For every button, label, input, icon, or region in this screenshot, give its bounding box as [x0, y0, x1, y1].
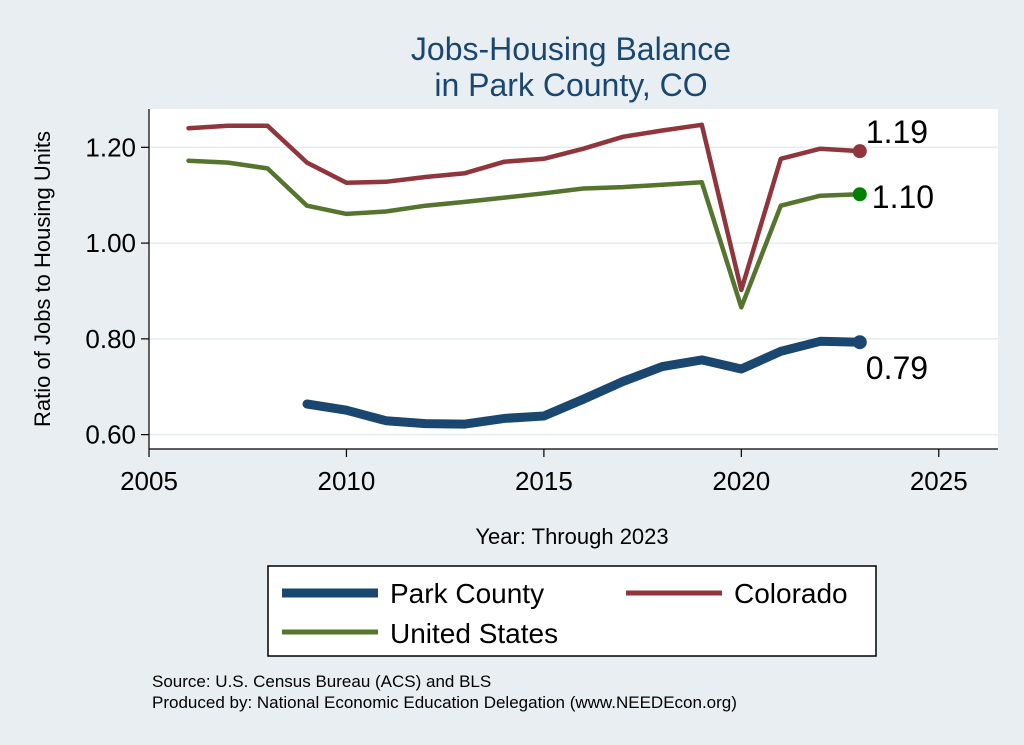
series-line-united-states: [186, 158, 863, 310]
end-label-park-county: 0.79: [866, 350, 928, 386]
chart-title-line2: in Park County, CO: [434, 67, 707, 103]
legend-label-park-county: Park County: [390, 578, 544, 609]
x-axis-ticks: 2005 2010 2015 2020 2025: [120, 449, 968, 496]
series-line-park-county: [302, 336, 865, 429]
legend-label-colorado: Colorado: [734, 578, 848, 609]
legend-label-united-states: United States: [390, 618, 558, 649]
plot-area: [149, 109, 998, 449]
x-tick-label: 2010: [318, 466, 376, 496]
y-tick-label: 1.00: [85, 228, 136, 258]
end-marker-colorado: [852, 144, 867, 159]
series-layer: 0.79 1.19 1.10: [186, 114, 934, 429]
y-tick-label: 0.80: [85, 324, 136, 354]
y-tick-label: 0.60: [85, 420, 136, 450]
x-tick-label: 2025: [910, 466, 968, 496]
x-tick-label: 2005: [120, 466, 178, 496]
y-axis-ticks: 0.60 0.80 1.00 1.20: [85, 132, 149, 450]
end-marker-park-county: [852, 335, 867, 350]
end-marker-united-states: [852, 187, 867, 202]
end-label-colorado: 1.19: [866, 114, 928, 150]
legend-box: [267, 565, 877, 657]
x-axis-title: Year: Through 2023: [475, 524, 668, 549]
x-tick-label: 2015: [515, 466, 573, 496]
x-tick-label: 2020: [712, 466, 770, 496]
chart-title-line1: Jobs-Housing Balance: [411, 31, 731, 67]
producer-note: Produced by: National Economic Education…: [152, 693, 737, 712]
y-tick-label: 1.20: [85, 132, 136, 162]
source-note: Source: U.S. Census Bureau (ACS) and BLS: [152, 672, 491, 691]
end-label-united-states: 1.10: [872, 179, 934, 215]
series-line-colorado: [186, 122, 863, 293]
y-axis-title: Ratio of Jobs to Housing Units: [30, 131, 55, 427]
